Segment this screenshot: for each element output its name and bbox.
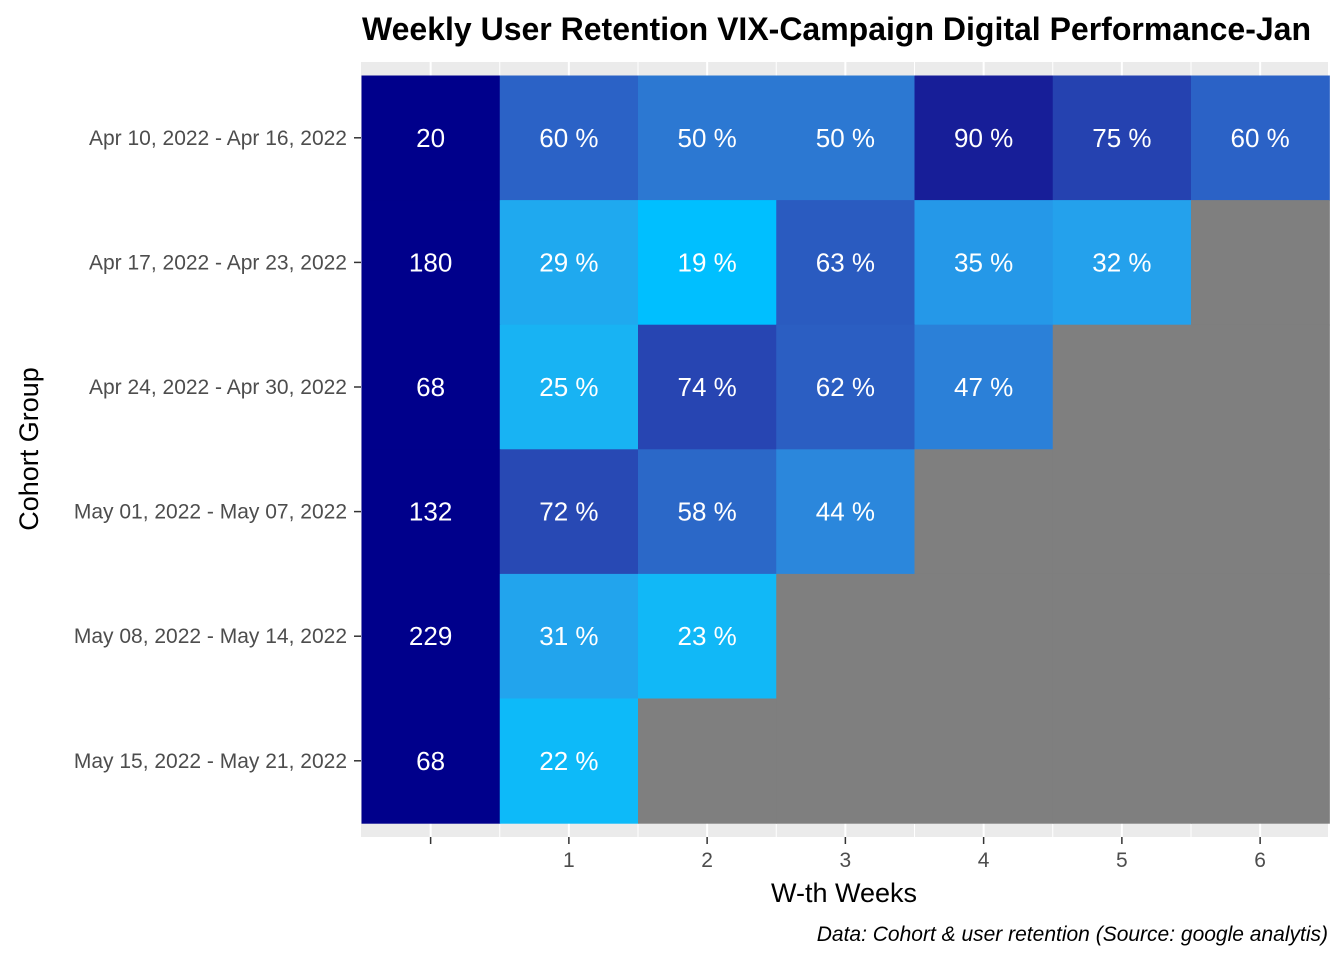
empty-cell xyxy=(1052,573,1192,700)
cohort-size-cell xyxy=(361,75,501,201)
empty-cell xyxy=(1052,449,1192,575)
empty-cell xyxy=(1191,324,1330,450)
retention-cell xyxy=(499,698,639,824)
y-axis: Apr 10, 2022 - Apr 16, 2022 Apr 17, 2022 … xyxy=(74,127,361,773)
cohort-size-cell xyxy=(361,698,501,824)
empty-cell xyxy=(1191,698,1330,824)
x-tick-label: 4 xyxy=(978,849,990,872)
retention-cell xyxy=(499,324,639,450)
retention-label: 25 % xyxy=(539,372,598,402)
cohort-size-label: 68 xyxy=(416,372,445,402)
retention-label: 31 % xyxy=(539,621,598,651)
x-tick-label: 3 xyxy=(840,849,852,872)
y-tick-label: May 08, 2022 - May 14, 2022 xyxy=(74,625,347,648)
retention-label: 35 % xyxy=(954,247,1013,277)
retention-cell xyxy=(776,324,916,450)
retention-label: 72 % xyxy=(539,497,598,527)
empty-cell xyxy=(914,449,1054,575)
retention-label: 44 % xyxy=(816,497,875,527)
x-tick-label: 1 xyxy=(563,849,575,872)
retention-label: 50 % xyxy=(816,123,875,153)
cohort-size-cell xyxy=(361,200,501,326)
retention-cell xyxy=(638,573,777,700)
retention-cell xyxy=(499,75,639,201)
retention-cell xyxy=(638,449,777,575)
empty-cell xyxy=(914,573,1054,700)
retention-cell xyxy=(914,324,1054,450)
empty-cell xyxy=(776,573,916,700)
retention-cell xyxy=(499,449,639,575)
cohort-size-label: 229 xyxy=(409,621,452,651)
empty-cell xyxy=(638,698,777,824)
cohort-size-cell xyxy=(361,573,501,700)
retention-cell xyxy=(1052,200,1192,326)
retention-label: 47 % xyxy=(954,372,1013,402)
retention-cell xyxy=(776,449,916,575)
retention-label: 23 % xyxy=(677,621,736,651)
y-axis-title: Cohort Group xyxy=(14,367,44,531)
cohort-size-label: 68 xyxy=(416,746,445,776)
chart-caption: Data: Cohort & user retention (Source: g… xyxy=(817,923,1328,946)
y-tick-label: May 15, 2022 - May 21, 2022 xyxy=(74,750,347,773)
x-tick-label: 6 xyxy=(1254,849,1266,872)
y-tick-label: May 01, 2022 - May 07, 2022 xyxy=(74,501,347,524)
retention-label: 60 % xyxy=(539,123,598,153)
retention-cell xyxy=(499,200,639,326)
retention-cell xyxy=(776,75,916,201)
retention-label: 29 % xyxy=(539,247,598,277)
y-tick-label: Apr 17, 2022 - Apr 23, 2022 xyxy=(89,251,347,274)
retention-label: 19 % xyxy=(677,247,736,277)
y-tick-label: Apr 24, 2022 - Apr 30, 2022 xyxy=(89,376,347,399)
cohort-size-label: 180 xyxy=(409,247,452,277)
retention-cell xyxy=(638,200,777,326)
empty-cell xyxy=(776,698,916,824)
cohort-size-cell xyxy=(361,324,501,450)
y-tick-label: Apr 10, 2022 - Apr 16, 2022 xyxy=(89,127,347,150)
retention-label: 74 % xyxy=(677,372,736,402)
retention-cell xyxy=(638,75,777,201)
empty-cell xyxy=(914,698,1054,824)
retention-label: 58 % xyxy=(677,497,736,527)
retention-cell xyxy=(1191,75,1330,201)
empty-cell xyxy=(1052,324,1192,450)
retention-cell xyxy=(914,200,1054,326)
x-axis: 1 2 3 4 5 6 xyxy=(429,837,1266,872)
retention-label: 90 % xyxy=(954,123,1013,153)
retention-label: 63 % xyxy=(816,247,875,277)
empty-cell xyxy=(1191,449,1330,575)
x-tick-label: 2 xyxy=(701,849,713,872)
retention-cell xyxy=(1052,75,1192,201)
cohort-size-label: 20 xyxy=(416,123,445,153)
cohort-size-cell xyxy=(361,449,501,575)
x-tick-label: 5 xyxy=(1116,849,1128,872)
retention-label: 62 % xyxy=(816,372,875,402)
retention-label: 75 % xyxy=(1092,123,1151,153)
cohort-size-label: 132 xyxy=(409,497,452,527)
retention-cell xyxy=(638,324,777,450)
retention-label: 50 % xyxy=(677,123,736,153)
x-axis-title: W-th Weeks xyxy=(771,878,917,908)
retention-cell xyxy=(914,75,1054,201)
heatmap-cells xyxy=(361,75,1330,824)
retention-label: 32 % xyxy=(1092,247,1151,277)
empty-cell xyxy=(1052,698,1192,824)
empty-cell xyxy=(1191,573,1330,700)
retention-label: 60 % xyxy=(1230,123,1289,153)
empty-cell xyxy=(1191,200,1330,326)
cell-labels: 20 60 % 50 % 50 % 90 % 75 % 60 % 180 29 % 19 % 63 … xyxy=(409,123,1290,776)
chart-title: Weekly User Retention VIX-Campaign Digit… xyxy=(362,11,1311,47)
retention-cell xyxy=(499,573,639,700)
retention-cell xyxy=(776,200,916,326)
retention-label: 22 % xyxy=(539,746,598,776)
